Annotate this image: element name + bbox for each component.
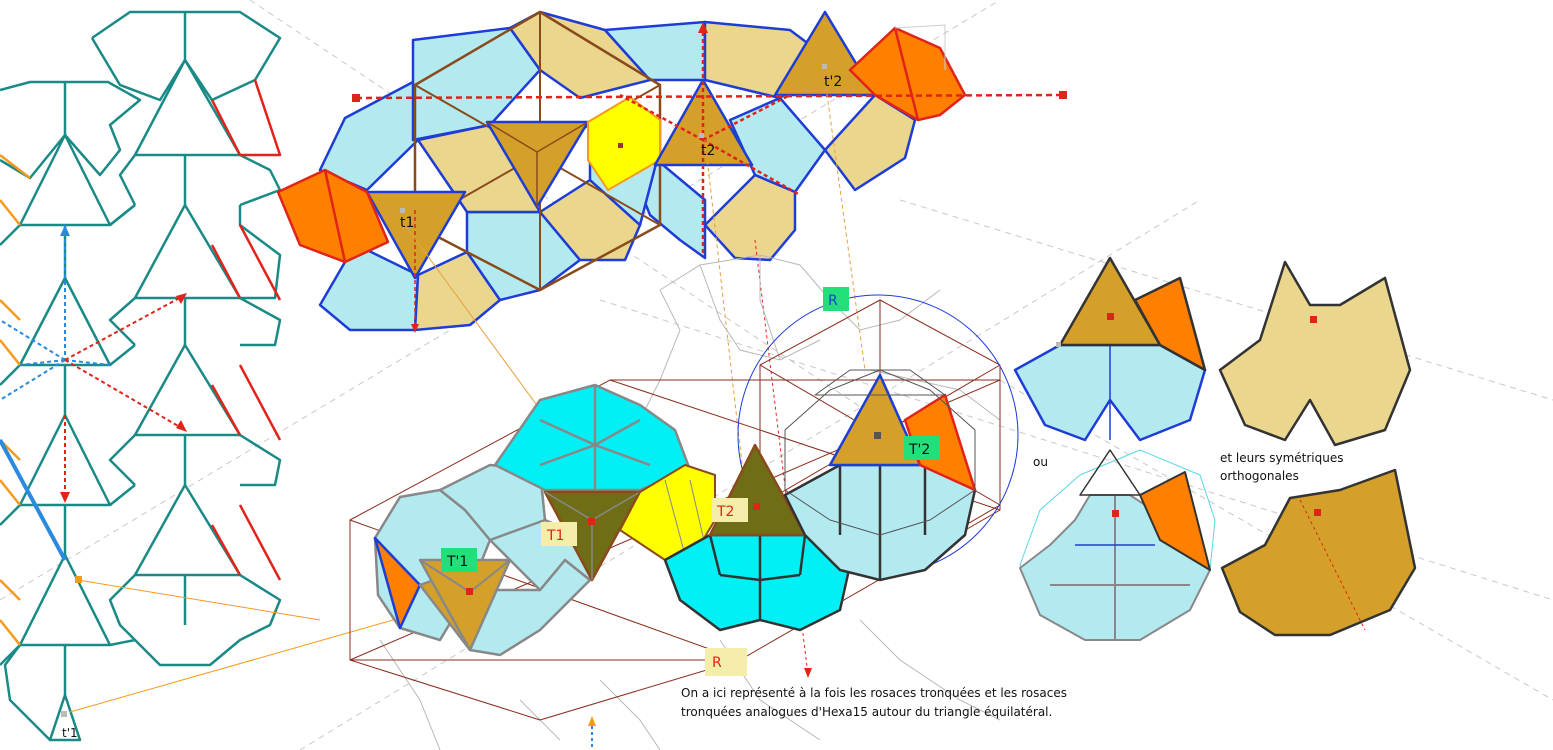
caption-line-2: tronquées analogues d'Hexa15 autour du t…	[681, 705, 1052, 719]
composite-shape-1	[1013, 256, 1207, 442]
composite-shape-4	[1220, 468, 1417, 637]
bottom-rosettes: T'1 T1 T2 T'2 R R	[373, 287, 977, 750]
red-dashed-arrows	[64, 294, 186, 500]
teal-lattice	[0, 10, 282, 742]
orange-edges	[0, 154, 401, 713]
composite-shape-2	[1218, 260, 1412, 447]
caption-line-1: On a ici représenté à la fois les rosace…	[681, 686, 1067, 700]
label-tp2: t'2	[824, 74, 842, 90]
blue-dashed-star	[0, 225, 111, 401]
left-tiling-panel: t'1	[0, 10, 401, 742]
label-Tp1: T'1	[446, 554, 468, 570]
right-shapes: ou et leurs symétriques orthogonales	[1013, 256, 1417, 641]
note-symmetric-1: et leurs symétriques	[1220, 451, 1343, 465]
label-T1: T1	[546, 528, 564, 544]
label-ou: ou	[1033, 455, 1048, 469]
composite-shape-3	[1019, 449, 1216, 641]
label-t2: t2	[701, 143, 715, 159]
red-edges	[210, 79, 282, 581]
label-R-bottom: R	[712, 655, 722, 671]
label-t1: t1	[400, 215, 414, 231]
label-R-top: R	[828, 293, 838, 309]
label-tp1: t'1	[62, 726, 78, 740]
note-symmetric-2: orthogonales	[1220, 469, 1299, 483]
top-tiling: t1 t2 t'2	[276, 10, 1067, 676]
label-T2: T2	[716, 504, 734, 520]
label-Tp2: T'2	[908, 442, 930, 458]
blue-segment	[0, 439, 67, 561]
